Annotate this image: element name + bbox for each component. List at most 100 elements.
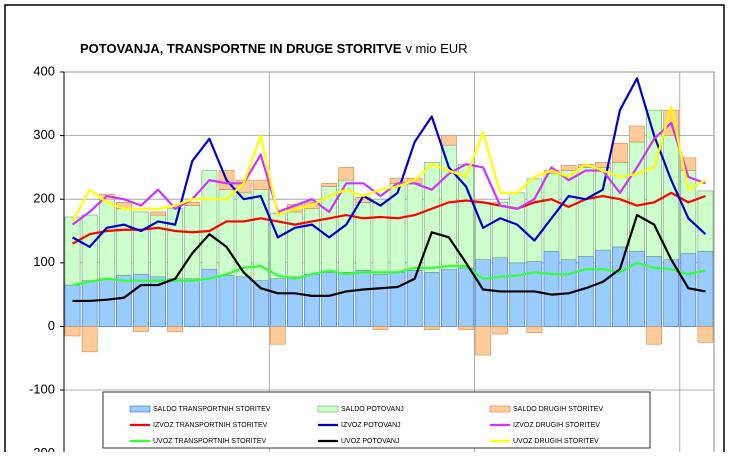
bar	[594, 167, 611, 251]
bar	[577, 167, 594, 257]
bar	[338, 272, 355, 327]
bar	[423, 162, 440, 273]
bar	[133, 326, 149, 332]
bar	[612, 142, 628, 163]
legend-label: UVOZ DRUGIH STORITEV	[513, 438, 599, 445]
bar	[372, 326, 389, 330]
bar	[612, 246, 628, 327]
title-text: POTOVANJA, TRANSPORTNE IN DRUGE STORITVE	[80, 41, 402, 56]
bar	[64, 326, 81, 337]
legend-label: IZVOZ DRUGIH STORITEV	[513, 422, 600, 429]
bar	[98, 198, 115, 279]
bar	[697, 326, 714, 343]
bar	[492, 326, 509, 335]
bar	[184, 278, 201, 327]
bar	[133, 273, 149, 327]
bar	[526, 178, 543, 262]
legend-label: IZVOZ TRANSPORTNIH STORITEV	[153, 422, 268, 429]
bar	[98, 278, 115, 327]
bar	[458, 267, 474, 327]
bar	[269, 278, 286, 327]
bar	[475, 202, 491, 260]
y-tick-label: 400	[33, 63, 55, 78]
bar	[252, 179, 269, 190]
bar	[287, 211, 303, 278]
bar	[458, 326, 474, 330]
bar	[526, 326, 543, 334]
plot: -200 -100 0 100 200 300 400 SALDO TRANSPORTNIH …	[29, 63, 715, 452]
bar	[697, 190, 714, 252]
bar	[321, 272, 337, 327]
legend-swatch	[489, 405, 511, 413]
bar	[492, 202, 509, 259]
legend-label: IZVOZ POTOVANJ	[341, 422, 401, 429]
bar	[116, 275, 132, 327]
bar	[406, 183, 423, 271]
bar	[629, 125, 645, 143]
legend-label: SALDO POTOVANJ	[341, 406, 404, 413]
bar	[560, 170, 577, 260]
bar	[269, 326, 286, 345]
bar	[389, 272, 406, 327]
line-series	[72, 77, 707, 248]
legend-label: SALDO TRANSPORTNIH STORITEV	[153, 406, 271, 413]
bar	[64, 284, 81, 327]
bar	[594, 249, 611, 327]
legend-swatch	[129, 405, 151, 413]
bar	[441, 144, 457, 270]
bar	[167, 278, 184, 327]
bar	[235, 276, 252, 327]
legend	[102, 391, 651, 449]
bar	[167, 326, 184, 332]
bar	[663, 135, 680, 260]
subtitle-text: v mio EUR	[405, 41, 467, 56]
bar	[218, 275, 235, 327]
bar	[577, 256, 594, 327]
line-series	[72, 214, 706, 303]
bar	[81, 280, 98, 327]
y-tick-label: 300	[33, 127, 55, 142]
y-tick-label: 100	[33, 254, 55, 269]
bar	[150, 211, 166, 216]
legend-label: UVOZ POTOVANJ	[341, 438, 399, 445]
bar	[475, 259, 491, 327]
bar	[372, 198, 389, 275]
bar	[304, 208, 320, 275]
bar	[423, 326, 440, 330]
bar	[81, 326, 98, 353]
bar	[372, 273, 389, 327]
bar	[338, 167, 355, 181]
legend-label: UVOZ TRANSPORTNIH STORITEV	[153, 438, 267, 445]
y-tick-label: -100	[29, 381, 55, 396]
bar	[441, 135, 457, 146]
bar	[441, 268, 457, 327]
bar	[116, 208, 132, 276]
bar	[355, 202, 372, 271]
line-series	[72, 191, 706, 245]
bar	[646, 326, 662, 345]
bar	[697, 251, 714, 327]
bar	[543, 251, 560, 327]
bar	[321, 183, 337, 187]
legend-swatch	[317, 405, 339, 413]
bar	[475, 326, 491, 356]
bar	[509, 262, 526, 327]
bar	[287, 276, 303, 327]
bar	[184, 205, 201, 279]
bar	[201, 170, 218, 270]
line-series	[71, 105, 706, 222]
bar	[560, 165, 577, 171]
bar	[355, 270, 372, 327]
legend-label: SALDO DRUGIH STORITEV	[513, 406, 603, 413]
bar	[167, 208, 184, 280]
bar	[304, 273, 320, 327]
bar	[218, 189, 235, 276]
line-series	[72, 261, 706, 287]
chart-title: POTOVANJA, TRANSPORTNE IN DRUGE STORITVE…	[80, 41, 468, 56]
bar	[594, 162, 611, 168]
bar	[423, 272, 440, 327]
y-tick-label: 0	[48, 318, 55, 333]
bar	[680, 170, 697, 254]
y-tick-label: 200	[33, 191, 55, 206]
